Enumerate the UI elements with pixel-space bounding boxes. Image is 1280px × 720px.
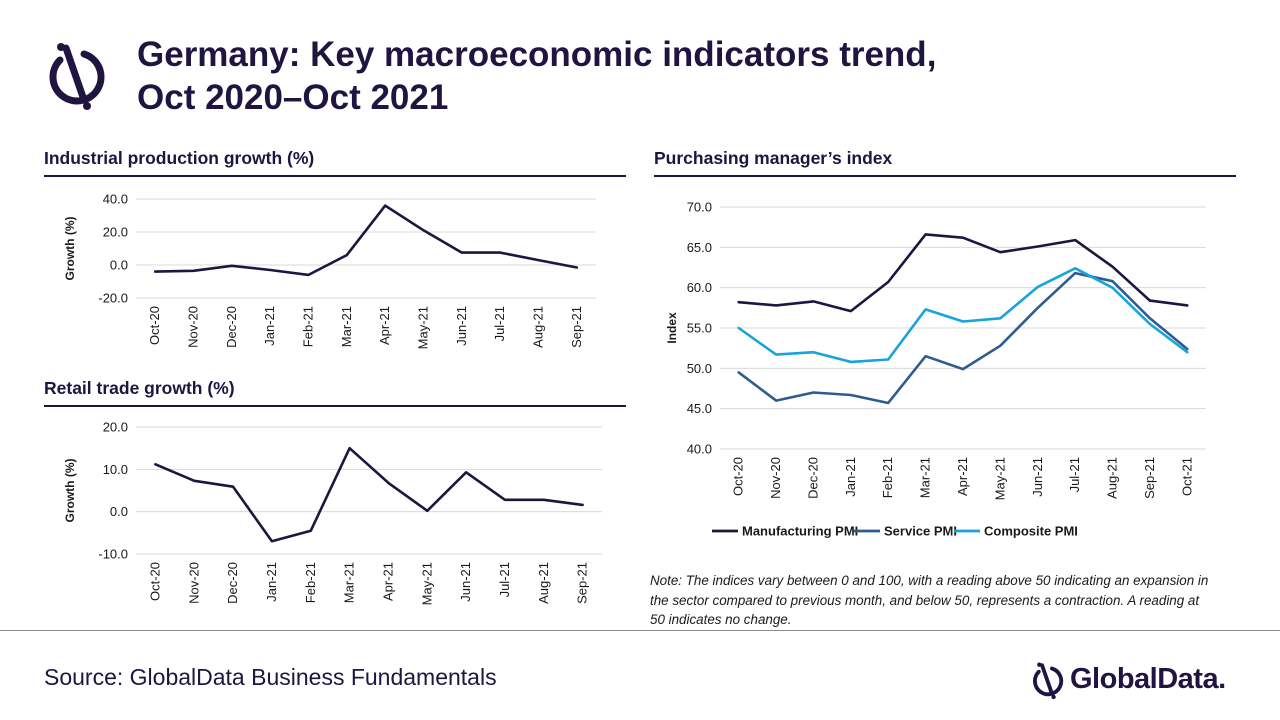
y-tick-label: 0.0	[110, 504, 128, 519]
x-tick-label: Jun-21	[1030, 457, 1045, 497]
x-tick-label: Dec-20	[805, 457, 820, 499]
page-title-line2: Oct 2020–Oct 2021	[137, 78, 449, 117]
source-text: Source: GlobalData Business Fundamentals	[44, 664, 497, 690]
globaldata-brand: GlobalData.	[1030, 658, 1240, 702]
x-tick-label: Oct-21	[1179, 457, 1194, 496]
footer-divider	[0, 630, 1280, 631]
y-tick-label: 45.0	[687, 401, 712, 416]
y-tick-label: 65.0	[687, 240, 712, 255]
y-tick-label: 10.0	[103, 462, 128, 477]
pmi-note: Note: The indices vary between 0 and 100…	[650, 573, 1209, 627]
y-tick-label: 55.0	[687, 321, 712, 336]
pmi-section-title: Purchasing manager’s index	[654, 148, 1236, 177]
y-tick-label: -10.0	[98, 547, 128, 562]
industrial-production-section-title: Industrial production growth (%)	[44, 148, 626, 177]
x-tick-label: Dec-20	[225, 562, 240, 604]
x-tick-label: Feb-21	[301, 306, 316, 347]
y-tick-label: 0.0	[110, 258, 128, 273]
x-tick-label: Jan-21	[843, 457, 858, 497]
x-tick-label: Jul-21	[497, 562, 512, 597]
x-tick-label: Jul-21	[492, 306, 507, 341]
x-tick-label: Aug-21	[531, 306, 546, 348]
x-tick-label: Mar-21	[339, 306, 354, 347]
x-tick-label: Sep-21	[1142, 457, 1157, 499]
y-tick-label: 20.0	[103, 420, 128, 435]
x-tick-label: Jun-21	[458, 562, 473, 602]
x-tick-label: Oct-20	[147, 306, 162, 345]
x-tick-label: Jul-21	[1067, 457, 1082, 492]
x-tick-label: Apr-21	[377, 306, 392, 345]
y-axis-title: Growth (%)	[63, 459, 77, 523]
legend-label: Service PMI	[884, 524, 957, 539]
x-tick-label: Dec-20	[224, 306, 239, 348]
x-tick-label: May-21	[992, 457, 1007, 500]
x-tick-label: Sep-21	[575, 562, 590, 604]
x-tick-label: Sep-21	[569, 306, 584, 348]
x-tick-label: Nov-20	[186, 562, 201, 604]
pmi-chart: 70.0 65.0 60.0 55.0 50.0 45.0 40.0 Index Oct-20 N…	[665, 200, 1206, 539]
retail-trade-chart: 20.0 10.0 0.0 -10.0 Growth (%) Oct-20 Nov-20 De…	[63, 420, 602, 605]
x-tick-label: Feb-21	[303, 562, 318, 603]
y-axis-title: Growth (%)	[63, 217, 77, 281]
brand-name: GlobalData.	[1070, 663, 1226, 695]
y-tick-label: -20.0	[98, 291, 128, 306]
retail-trade-section-title: Retail trade growth (%)	[44, 378, 626, 407]
y-tick-label: 70.0	[687, 200, 712, 215]
series-line-0	[154, 446, 584, 543]
x-tick-label: May-21	[419, 562, 434, 605]
series-line-service-pmi	[737, 271, 1189, 405]
series-line-manufacturing-pmi	[737, 233, 1189, 313]
x-tick-label: Oct-20	[147, 562, 162, 601]
y-tick-label: 40.0	[103, 192, 128, 207]
x-tick-label: Nov-20	[768, 457, 783, 499]
y-tick-label: 40.0	[687, 442, 712, 457]
globaldata-brand-icon	[1033, 662, 1064, 700]
x-tick-label: Oct-20	[731, 457, 746, 496]
y-axis-title: Index	[665, 312, 679, 344]
series-line-composite-pmi	[737, 267, 1189, 364]
x-tick-label: May-21	[416, 306, 431, 349]
x-tick-label: Apr-21	[955, 457, 970, 496]
x-tick-label: Aug-21	[536, 562, 551, 604]
x-tick-label: Mar-21	[918, 457, 933, 498]
x-tick-label: Nov-20	[186, 306, 201, 348]
x-tick-label: Mar-21	[342, 562, 357, 603]
series-line-0	[153, 204, 579, 277]
legend-label: Composite PMI	[984, 524, 1078, 539]
y-tick-label: 50.0	[687, 361, 712, 376]
globaldata-logo-icon	[49, 43, 105, 110]
x-tick-label: Jun-21	[454, 306, 469, 346]
y-tick-label: 20.0	[103, 225, 128, 240]
x-tick-label: Apr-21	[380, 562, 395, 601]
legend-label: Manufacturing PMI	[742, 524, 858, 539]
y-tick-label: 60.0	[687, 280, 712, 295]
x-tick-label: Jan-21	[264, 562, 279, 602]
page-title-line1: Germany: Key macroeconomic indicators tr…	[137, 35, 937, 74]
x-tick-label: Aug-21	[1105, 457, 1120, 499]
x-tick-label: Feb-21	[880, 457, 895, 498]
x-tick-label: Jan-21	[262, 306, 277, 346]
industrial-production-chart: 40.0 20.0 0.0 -20.0 Growth (%) Oct-20 Nov-20 De…	[63, 192, 596, 349]
page-title: Germany: Key macroeconomic indicators tr…	[137, 33, 936, 119]
